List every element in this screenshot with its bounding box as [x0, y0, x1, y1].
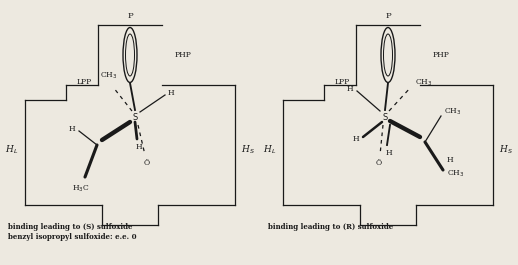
Text: H$_L$: H$_L$ — [263, 144, 277, 156]
Text: binding leading to (R) sulfoxide: binding leading to (R) sulfoxide — [268, 223, 393, 231]
Text: H: H — [136, 143, 142, 151]
Text: H: H — [386, 149, 392, 157]
Text: benzyl isopropyl sulfoxide: e.e. 0: benzyl isopropyl sulfoxide: e.e. 0 — [8, 233, 137, 241]
Text: CH$_3$: CH$_3$ — [444, 107, 462, 117]
Text: H: H — [68, 125, 75, 133]
Text: H$_S$: H$_S$ — [499, 144, 513, 156]
Text: CH$_3$: CH$_3$ — [100, 70, 118, 81]
Text: H$_L$: H$_L$ — [5, 144, 19, 156]
Text: S: S — [382, 113, 387, 121]
Text: H: H — [447, 156, 454, 164]
Text: LPP: LPP — [77, 78, 92, 86]
Text: binding leading to (S) sulfoxide: binding leading to (S) sulfoxide — [8, 223, 133, 231]
Text: H: H — [352, 135, 359, 143]
Text: Ö: Ö — [376, 159, 382, 167]
Text: H: H — [168, 89, 175, 97]
Text: H$_S$: H$_S$ — [241, 144, 255, 156]
Text: LPP: LPP — [335, 78, 350, 86]
Text: Ö: Ö — [144, 159, 150, 167]
Text: PHP: PHP — [433, 51, 450, 59]
Text: CH$_3$: CH$_3$ — [447, 169, 465, 179]
Text: H$_3$C: H$_3$C — [72, 183, 90, 193]
Text: P: P — [385, 12, 391, 20]
Text: PHP: PHP — [175, 51, 192, 59]
Text: P: P — [127, 12, 133, 20]
Text: CH$_3$: CH$_3$ — [415, 78, 433, 88]
Text: S: S — [133, 113, 138, 121]
Text: H: H — [347, 85, 353, 93]
